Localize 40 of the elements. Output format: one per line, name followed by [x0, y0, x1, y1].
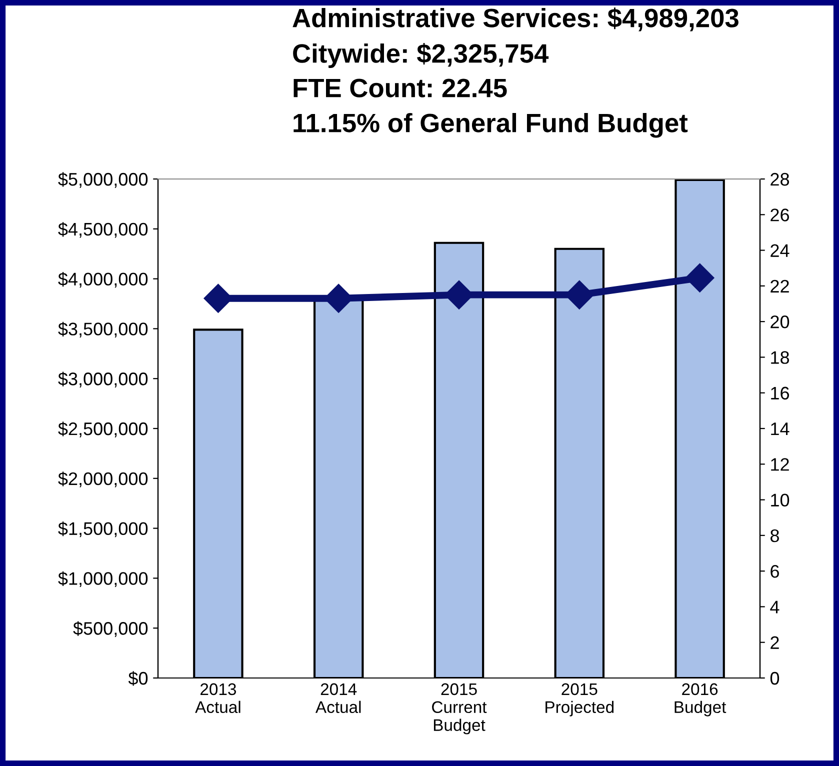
y-tick-label: $0	[128, 671, 148, 686]
y-tick-label: $2,000,000	[58, 472, 148, 488]
y2-tick-label: 20	[770, 316, 790, 328]
y2-tick-label: 16	[771, 386, 790, 400]
y2-tick-label: 12	[771, 458, 789, 471]
y2-tick-label: 26	[770, 208, 790, 222]
y-tick-label: $5,000,000	[58, 172, 148, 188]
y-tick-label: $1,500,000	[58, 521, 148, 538]
y-tick-label: $500,000	[73, 621, 148, 637]
y-tick-label: $1,000,000	[58, 571, 148, 588]
y2-tick-label: 14	[771, 422, 790, 436]
bar	[554, 248, 605, 678]
y2-tick-label: 24	[770, 244, 790, 257]
y-tick-label: $3,500,000	[58, 322, 148, 338]
y2-tick-label: 0	[770, 672, 780, 685]
y2-tick-label: 22	[770, 280, 789, 292]
y2-tick-label: 18	[771, 351, 790, 364]
x-tick-label: 2013 Actual	[195, 683, 240, 714]
x-tick-label: 2015 Projected	[546, 683, 614, 716]
y-tick-label: $3,000,000	[58, 372, 148, 388]
x-tick-label: 2014 Actual	[315, 683, 361, 714]
bar	[193, 328, 244, 678]
y2-tick-label: 2	[770, 636, 779, 649]
y2-tick-label: 28	[770, 172, 790, 186]
chart-title: Administrative Services: $4,989,203	[292, 8, 738, 32]
y2-tick-label: 6	[770, 565, 779, 578]
bar	[434, 242, 484, 678]
text: 11.15% of General Fund Budget	[294, 113, 688, 138]
text: Citywide: $2,325,754	[293, 43, 549, 68]
y2-tick-label: 4	[770, 600, 780, 614]
text: FTE Count: 22.45	[294, 78, 507, 98]
y-tick-label: $4,000,000	[58, 272, 148, 288]
point	[685, 263, 714, 292]
y-tick-label: $2,500,000	[58, 422, 148, 438]
y2-tick-label: 10	[771, 494, 790, 507]
y2-tick-label: 8	[770, 529, 779, 542]
x-tick-label: 2015 Current Budget	[432, 683, 487, 734]
x-tick-label: 2016 Budget	[674, 683, 726, 716]
bar	[674, 179, 725, 678]
y-tick-label: $4,500,000	[58, 222, 148, 238]
